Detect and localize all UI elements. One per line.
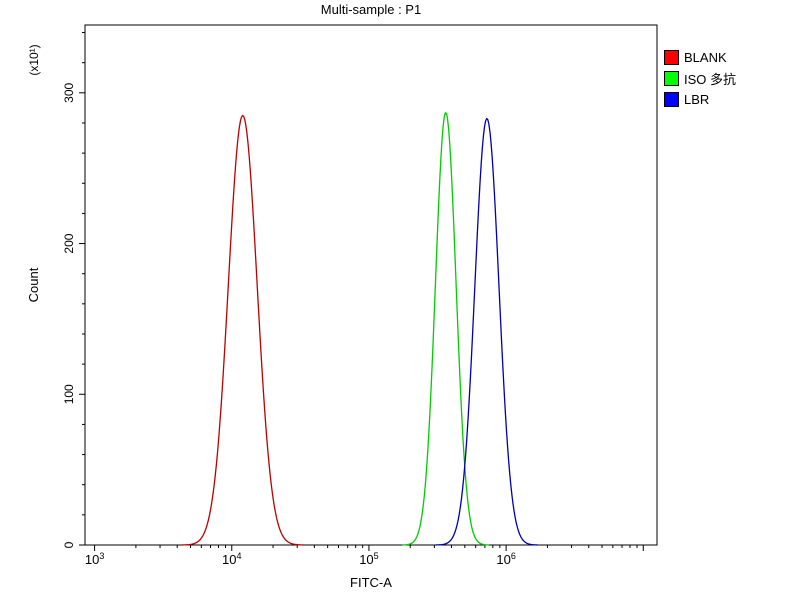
y-tick-label: 200 — [62, 233, 76, 253]
y-tick-label: 0 — [62, 541, 76, 548]
chart-title: Multi-sample : P1 — [320, 2, 422, 17]
legend-item-lbr: LBR — [664, 92, 736, 107]
x-tick-label: 106 — [496, 551, 515, 567]
legend-label: BLANK — [684, 50, 727, 65]
y-tick-label: 300 — [62, 82, 76, 102]
histogram-curve-ISO 多抗 — [401, 112, 490, 546]
legend-swatch-icon — [664, 71, 679, 86]
x-axis-label: FITC-A — [350, 575, 392, 590]
legend-swatch-icon — [664, 50, 679, 65]
legend-item-blank: BLANK — [664, 50, 736, 65]
x-tick-label: 103 — [85, 551, 104, 567]
legend-item-iso: ISO 多抗 — [664, 69, 736, 88]
histogram-curve-LBR — [435, 117, 538, 546]
legend-label: LBR — [684, 92, 710, 107]
legend-swatch-icon — [664, 92, 679, 107]
y-axis-label: Count — [26, 267, 41, 302]
y-tick-label: 100 — [62, 384, 76, 404]
plot-border — [84, 24, 658, 546]
legend: BLANK ISO 多抗 LBR — [664, 50, 736, 107]
legend-label: ISO 多抗 — [684, 72, 737, 87]
y-axis-unit-label: (x10¹) — [27, 44, 41, 75]
x-tick-label: 104 — [222, 551, 241, 567]
histogram-curve-BLANK — [181, 114, 304, 546]
x-tick-label: 105 — [359, 551, 378, 567]
